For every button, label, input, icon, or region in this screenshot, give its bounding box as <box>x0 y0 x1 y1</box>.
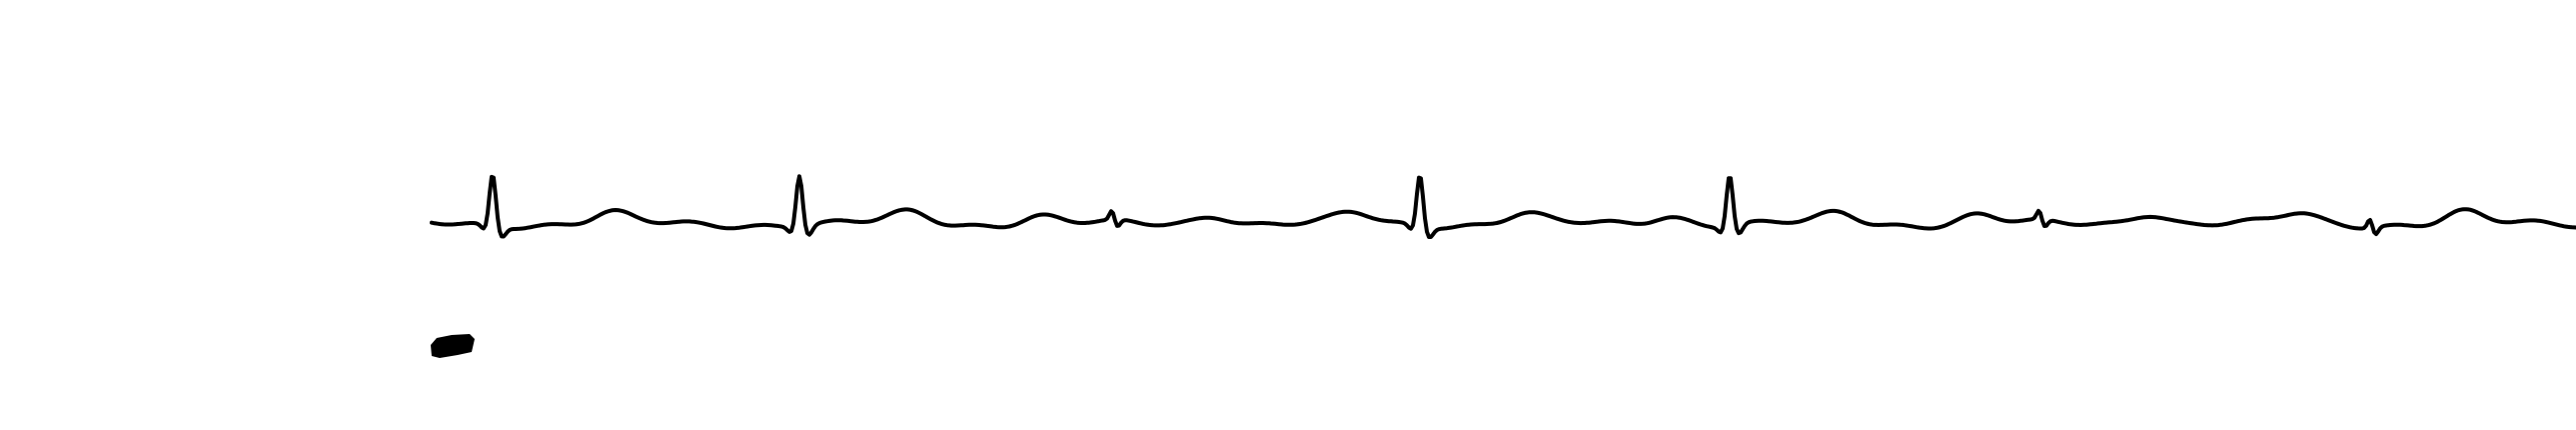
calibration-mark <box>431 334 475 358</box>
ecg-trace <box>430 174 2576 239</box>
ecg-trace-group <box>430 174 2576 239</box>
